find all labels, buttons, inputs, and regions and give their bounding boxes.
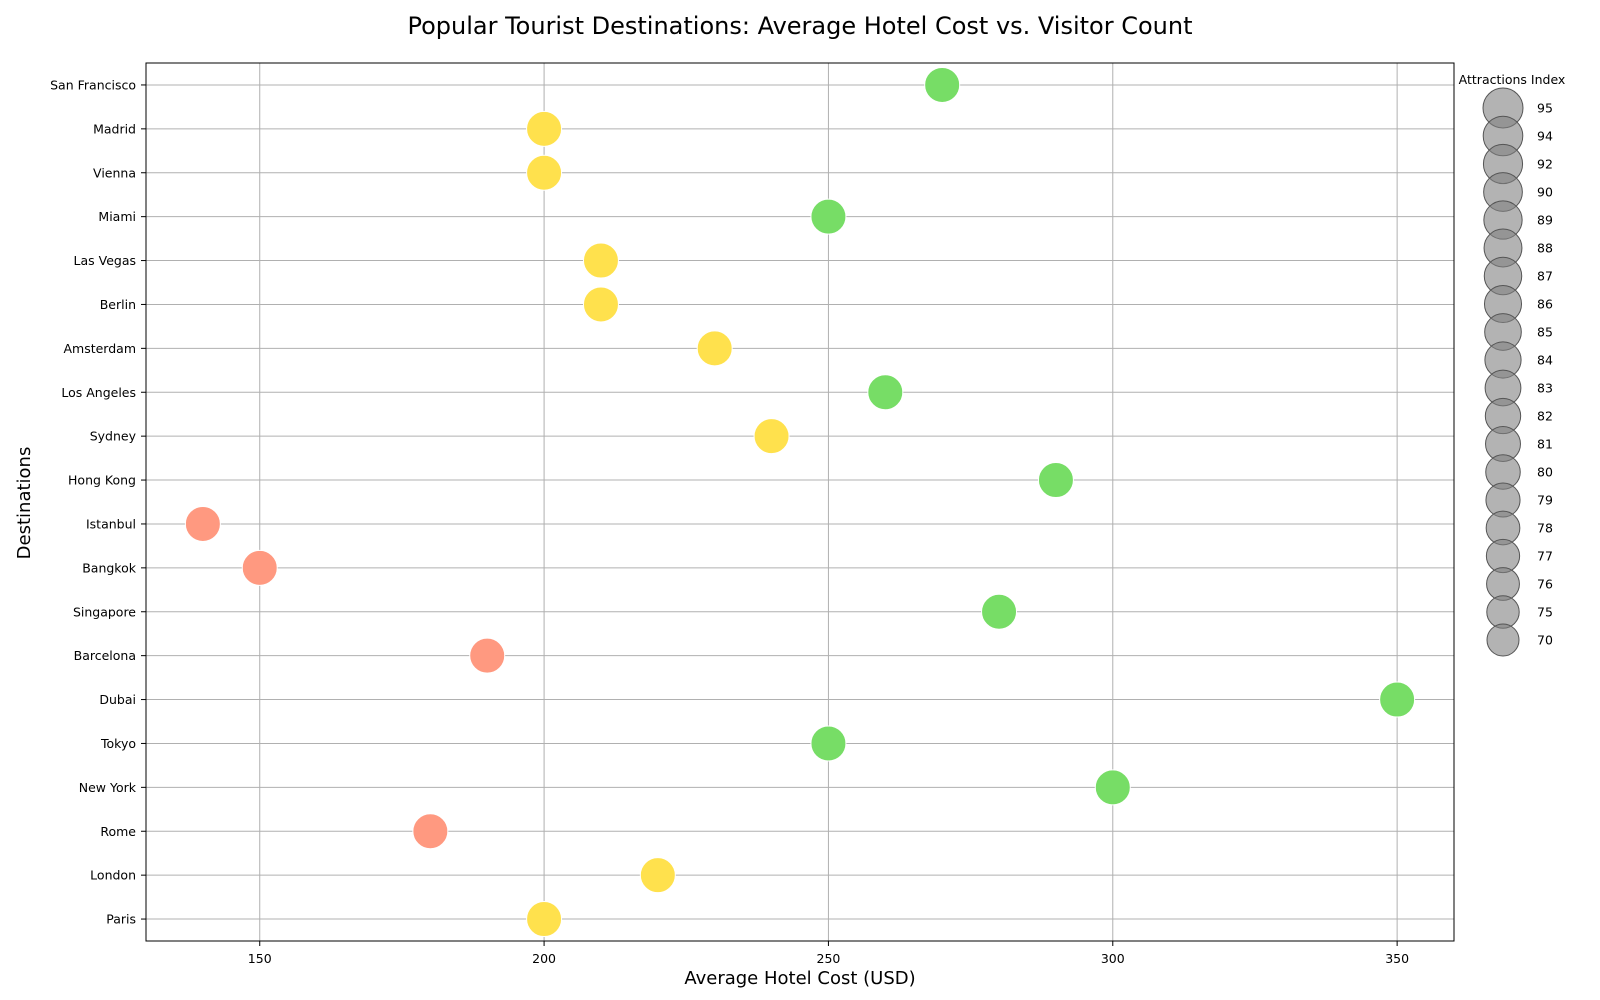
legend-label: 94 <box>1537 129 1553 144</box>
y-tick-label-los-angeles: Los Angeles <box>61 385 136 400</box>
point-singapore <box>981 593 1018 630</box>
x-tick-label: 200 <box>532 951 556 966</box>
plot-area-frame <box>145 62 1455 942</box>
y-tick-label-london: London <box>90 868 136 883</box>
x-axis-ticks: 150 200 250 300 350 <box>248 941 1409 966</box>
legend-label: 86 <box>1537 297 1553 312</box>
grid-lines <box>146 63 1454 941</box>
legend-label: 84 <box>1537 353 1553 368</box>
x-axis-title: Average Hotel Cost (USD) <box>684 968 915 989</box>
point-las-vegas <box>582 242 619 279</box>
legend-marker <box>1486 595 1520 629</box>
legend-label: 92 <box>1537 157 1553 172</box>
y-tick-label-paris: Paris <box>106 912 136 927</box>
legend-marker <box>1486 623 1520 657</box>
legend-label: 90 <box>1537 185 1553 200</box>
y-tick-label-sydney: Sydney <box>90 429 137 444</box>
point-barcelona <box>469 637 506 674</box>
point-new-york <box>1094 769 1131 806</box>
legend-label: 83 <box>1537 381 1553 396</box>
legend-label: 75 <box>1537 605 1553 620</box>
legend-label: 95 <box>1537 101 1553 116</box>
legend-label: 89 <box>1537 213 1553 228</box>
y-tick-label-madrid: Madrid <box>93 121 136 136</box>
legend-label: 85 <box>1537 325 1553 340</box>
point-san-francisco <box>924 66 961 103</box>
data-points <box>184 66 1416 938</box>
y-axis-title: Destinations <box>14 447 35 560</box>
legend-label: 76 <box>1537 577 1553 592</box>
legend-title: Attractions Index <box>1459 72 1566 87</box>
y-tick-label-barcelona: Barcelona <box>74 648 136 663</box>
point-bangkok <box>241 549 278 586</box>
point-vienna <box>526 154 563 191</box>
point-sydney <box>753 418 790 455</box>
chart-title: Popular Tourist Destinations: Average Ho… <box>407 12 1192 40</box>
legend-label: 70 <box>1537 633 1553 648</box>
legend-label: 87 <box>1537 269 1553 284</box>
y-tick-label-bangkok: Bangkok <box>82 560 137 575</box>
point-dubai <box>1379 681 1416 718</box>
y-tick-label-hong-kong: Hong Kong <box>68 473 136 488</box>
y-tick-label-las-vegas: Las Vegas <box>74 253 137 268</box>
legend-label: 81 <box>1537 437 1553 452</box>
y-tick-label-miami: Miami <box>98 209 136 224</box>
point-paris <box>526 901 563 938</box>
legend-entries: 95 94 92 90 89 88 87 86 85 84 83 82 81 80 79 78 77 76 75 70 <box>1482 87 1553 657</box>
point-miami <box>810 198 847 235</box>
y-tick-label-vienna: Vienna <box>93 165 136 180</box>
y-tick-label-san-francisco: San Francisco <box>50 77 136 92</box>
point-madrid <box>526 110 563 147</box>
y-tick-label-singapore: Singapore <box>73 604 136 619</box>
x-tick-label: 250 <box>817 951 841 966</box>
point-istanbul <box>184 505 221 542</box>
x-tick-label: 350 <box>1385 951 1409 966</box>
x-tick-label: 150 <box>248 951 272 966</box>
point-amsterdam <box>696 330 733 367</box>
y-tick-label-berlin: Berlin <box>100 297 136 312</box>
legend-label: 77 <box>1537 549 1553 564</box>
point-los-angeles <box>867 374 904 411</box>
y-tick-label-tokyo: Tokyo <box>100 736 136 751</box>
legend: Attractions Index 95 94 92 90 89 88 87 86 85 84 83… <box>1459 72 1566 657</box>
y-tick-label-istanbul: Istanbul <box>86 516 136 531</box>
legend-label: 78 <box>1537 521 1553 536</box>
legend-label: 88 <box>1537 241 1553 256</box>
point-tokyo <box>810 725 847 762</box>
y-axis-ticks: Paris London Rome New York Tokyo Dubai Barcelo… <box>50 77 146 927</box>
legend-label: 82 <box>1537 409 1553 424</box>
y-tick-label-amsterdam: Amsterdam <box>63 341 136 356</box>
y-tick-label-rome: Rome <box>100 824 136 839</box>
x-tick-label: 300 <box>1101 951 1125 966</box>
point-rome <box>412 813 449 850</box>
point-hong-kong <box>1037 462 1074 499</box>
y-tick-label-dubai: Dubai <box>99 692 136 707</box>
legend-label: 79 <box>1537 493 1553 508</box>
y-tick-label-new-york: New York <box>79 780 137 795</box>
point-london <box>639 857 676 894</box>
point-berlin <box>582 286 619 323</box>
legend-label: 80 <box>1537 465 1553 480</box>
